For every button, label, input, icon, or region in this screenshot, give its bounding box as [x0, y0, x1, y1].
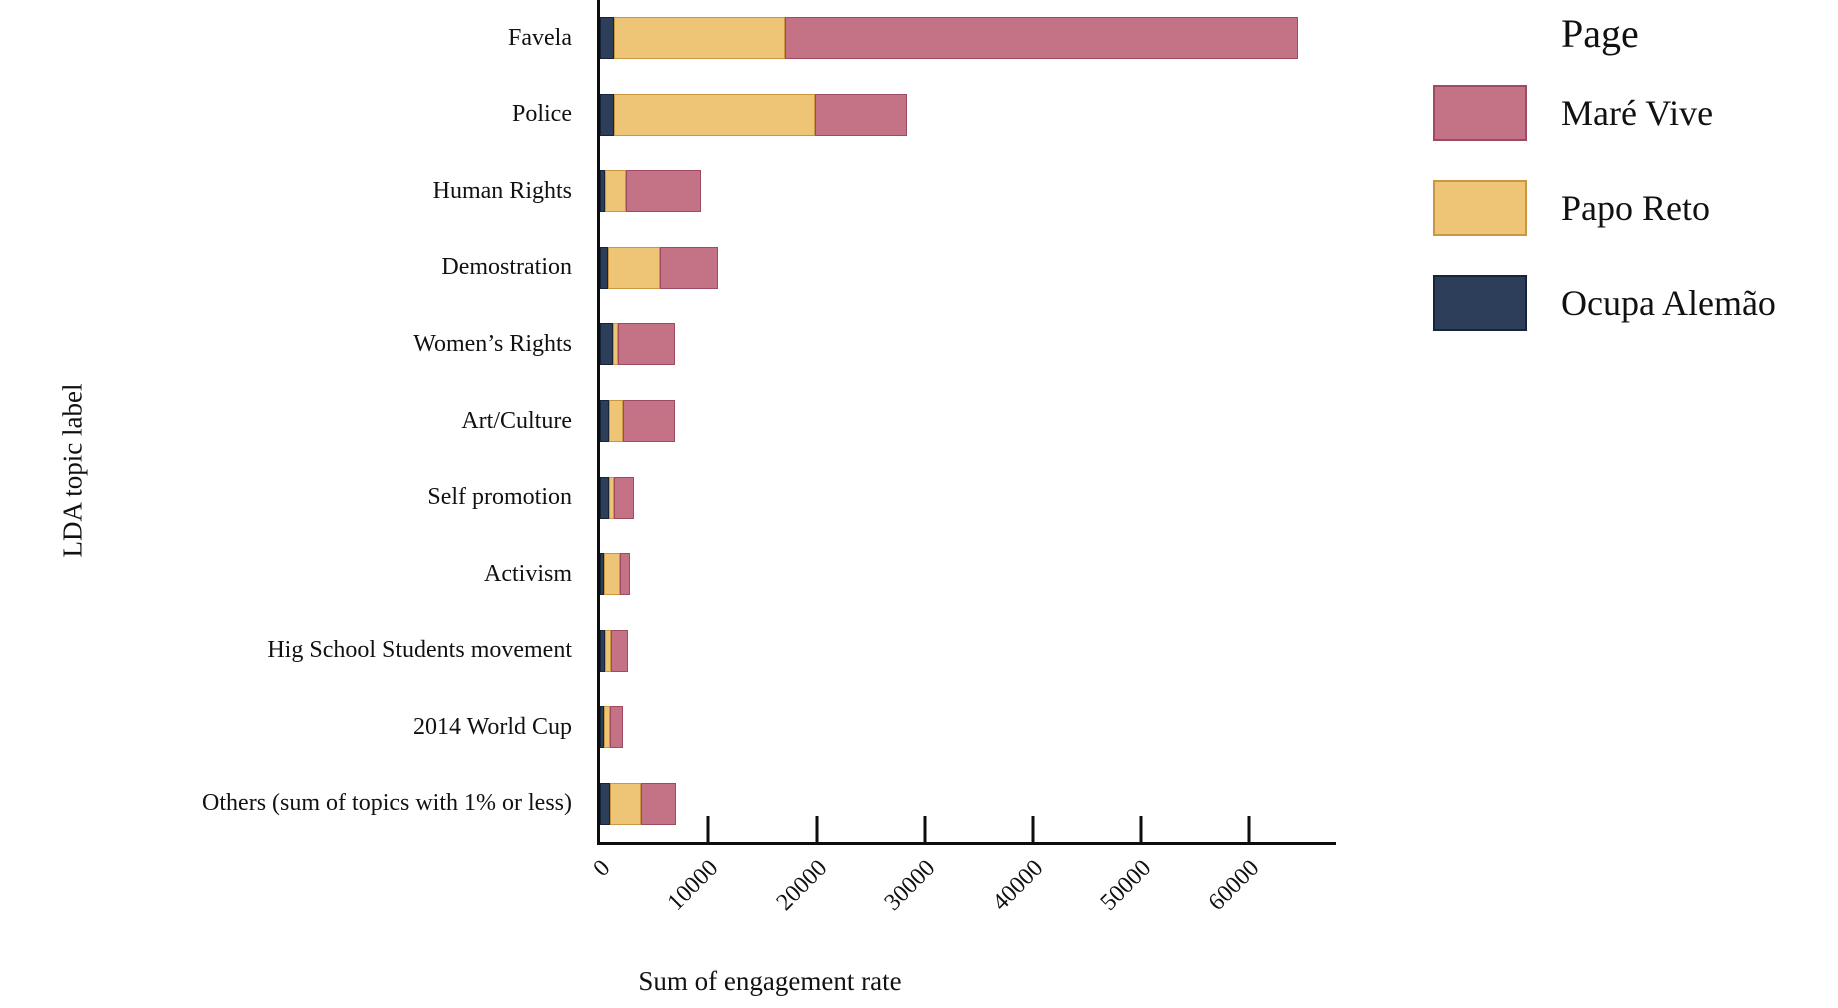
category-label: Favela: [508, 24, 572, 51]
bar-segment-mar-vive: [622, 400, 675, 442]
bar-segment-ocupa-alem-o: [600, 17, 615, 60]
bar-row: [600, 765, 1336, 842]
bar-stack: [600, 553, 631, 596]
x-tick: [1247, 816, 1251, 842]
bar-stack: [600, 400, 675, 442]
category-labels: Favela Police Human Rights Demostration Wome…: [0, 0, 585, 842]
legend-label: Maré Vive: [1561, 93, 1714, 133]
bar-segment-papo-reto: [604, 706, 610, 749]
category-label: 2014 World Cup: [413, 713, 572, 740]
legend-item: Maré Vive: [1433, 85, 1833, 141]
bar-stack: [600, 323, 675, 366]
bar-segment-papo-reto: [609, 782, 642, 825]
bar-stack: [600, 93, 908, 136]
bar-segment-mar-vive: [815, 93, 908, 136]
bar-segment-papo-reto: [604, 553, 621, 596]
legend-label: Ocupa Alemão: [1561, 283, 1776, 323]
bar-segment-mar-vive: [614, 476, 634, 519]
bar-segment-ocupa-alem-o: [600, 400, 609, 442]
category-label: Art/Culture: [461, 407, 572, 434]
bar-segment-papo-reto: [607, 246, 660, 289]
bar-row: [600, 459, 1336, 536]
bar-segment-mar-vive: [625, 170, 701, 213]
bar-row: [600, 153, 1336, 230]
x-tick-label: 10000: [662, 855, 724, 916]
bar-row: [600, 612, 1336, 689]
bar-segment-mar-vive: [618, 323, 675, 366]
bar-stack: [600, 170, 701, 213]
bar-segment-ocupa-alem-o: [600, 323, 613, 366]
x-tick-label: 50000: [1095, 855, 1157, 916]
bar-row: [600, 77, 1336, 154]
bar-segment-papo-reto: [614, 17, 786, 60]
x-tick-label: 60000: [1203, 855, 1265, 916]
legend-item: Ocupa Alemão: [1433, 275, 1833, 331]
legend-items: Maré Vive Papo Reto Ocupa Alemão: [1433, 85, 1833, 331]
bar-segment-ocupa-alem-o: [600, 170, 606, 213]
bar-stack: [600, 782, 676, 825]
bar-segment-papo-reto: [613, 323, 619, 366]
legend-swatch: [1433, 85, 1527, 141]
bar-segment-mar-vive: [610, 629, 629, 672]
bar-rows: [600, 0, 1336, 842]
x-tick: [815, 816, 818, 842]
bar-stack: [600, 246, 718, 289]
category-label: Hig School Students movement: [267, 637, 572, 664]
x-tick-label: 30000: [879, 855, 941, 916]
x-tick: [706, 816, 710, 842]
legend-label: Papo Reto: [1561, 188, 1710, 228]
legend-swatch: [1433, 275, 1527, 331]
category-label: Human Rights: [432, 177, 572, 204]
bar-segment-mar-vive: [659, 246, 718, 289]
plot-area: [597, 0, 1336, 845]
x-axis-title: Sum of engagement rate: [638, 966, 902, 996]
x-tick-label: 40000: [987, 855, 1049, 916]
category-label: Demostration: [441, 254, 572, 281]
bar-row: [600, 689, 1336, 766]
legend-item: Papo Reto: [1433, 180, 1833, 236]
bar-segment-papo-reto: [608, 400, 623, 442]
bar-segment-mar-vive: [785, 17, 1299, 60]
legend-swatch: [1433, 180, 1527, 236]
bar-segment-mar-vive: [620, 553, 631, 596]
x-tick: [1031, 816, 1035, 842]
bar-segment-ocupa-alem-o: [600, 706, 605, 749]
bar-row: [600, 230, 1336, 307]
x-tick: [1139, 816, 1143, 842]
bar-row: [600, 536, 1336, 613]
category-label: Women’s Rights: [413, 330, 572, 357]
category-label: Activism: [484, 560, 572, 587]
bar-segment-papo-reto: [605, 629, 611, 672]
bar-segment-mar-vive: [641, 782, 676, 825]
bar-segment-papo-reto: [614, 93, 816, 136]
bar-row: [600, 306, 1336, 383]
bar-segment-ocupa-alem-o: [600, 553, 605, 596]
bar-segment-papo-reto: [608, 476, 615, 519]
bar-segment-ocupa-alem-o: [600, 476, 609, 519]
bar-stack: [600, 17, 1299, 60]
category-label: Self promotion: [427, 484, 572, 511]
bar-stack: [600, 706, 623, 749]
bar-stack: [600, 476, 634, 519]
legend: Page Maré Vive Papo Reto Ocupa Alemão: [1433, 10, 1833, 370]
legend-title: Page: [1561, 11, 1639, 56]
bar-segment-mar-vive: [609, 706, 623, 749]
bar-stack: [600, 629, 629, 672]
bar-row: [600, 383, 1336, 460]
category-label: Police: [512, 101, 572, 128]
category-label: Others (sum of topics with 1% or less): [202, 790, 572, 817]
bar-segment-ocupa-alem-o: [600, 629, 606, 672]
bar-segment-ocupa-alem-o: [600, 782, 610, 825]
x-tick: [923, 816, 927, 842]
bar-segment-ocupa-alem-o: [600, 246, 608, 289]
bar-segment-ocupa-alem-o: [600, 93, 615, 136]
x-tick-label: 20000: [771, 855, 832, 916]
bar-segment-papo-reto: [605, 170, 626, 213]
x-tick-label: 0: [588, 855, 616, 882]
bar-row: [600, 0, 1336, 77]
